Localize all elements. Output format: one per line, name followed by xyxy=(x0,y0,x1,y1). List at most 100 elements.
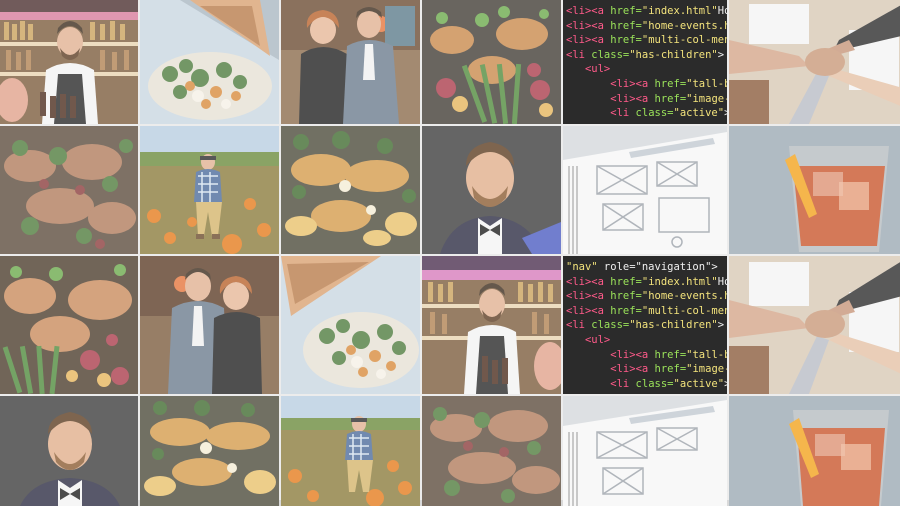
code-token: <li> xyxy=(566,304,592,317)
code-line: <li><a href="multi-col-menu xyxy=(566,304,727,319)
code-token: href= xyxy=(648,363,687,376)
code-token: > xyxy=(724,378,727,390)
code-token: Ho xyxy=(717,5,727,17)
code-token: > xyxy=(724,107,727,119)
code-line: "nav" role="navigation"> xyxy=(566,260,727,275)
squash-dish-photo-2 xyxy=(140,396,279,506)
couple-photo-2 xyxy=(140,256,279,394)
html-code-snippet-2: "nav" role="navigation"> <li><a href="ind… xyxy=(563,256,727,394)
code-token: "active" xyxy=(673,377,725,390)
roast-chicken-photo xyxy=(0,256,138,394)
code-line: <li><a href="multi-col-menu xyxy=(566,33,727,48)
code-token xyxy=(566,363,610,375)
code-token: "has-children" xyxy=(629,48,718,61)
team-hands-photo xyxy=(729,0,900,124)
code-token: <a xyxy=(591,19,604,32)
code-token xyxy=(566,93,610,105)
code-token: <li> xyxy=(610,348,636,361)
roast-vegetables-photo xyxy=(422,0,561,124)
code-token xyxy=(566,349,610,361)
code-token: href= xyxy=(648,348,687,361)
code-line: <ul> xyxy=(566,333,727,348)
code-token: href= xyxy=(648,77,687,90)
code-token: <li> xyxy=(566,19,592,32)
code-token: class= xyxy=(629,107,674,120)
code-token: href= xyxy=(603,19,642,32)
code-token: role="navigation"> xyxy=(597,261,718,273)
code-token: "home-events.ht xyxy=(641,290,727,303)
portrait-man-bowtie-photo xyxy=(422,126,561,254)
code-token: <a xyxy=(591,304,604,317)
code-token: <li xyxy=(610,377,630,390)
code-line: <li><a href="image- xyxy=(566,362,727,377)
code-token: <li xyxy=(566,48,585,61)
code-token xyxy=(566,63,585,75)
code-token: "tall-b xyxy=(686,77,727,90)
code-token: "multi-col-menu xyxy=(641,304,727,317)
code-token: class= xyxy=(584,48,630,61)
code-token: class= xyxy=(584,319,630,332)
code-token: href= xyxy=(648,92,687,105)
bartender-photo-2 xyxy=(422,256,561,394)
code-token: <a xyxy=(635,348,649,361)
grilled-meat-photo xyxy=(0,126,138,254)
code-line: <ul> xyxy=(566,62,727,77)
wireframe-sketch-photo xyxy=(563,126,727,254)
code-token: href= xyxy=(603,34,642,47)
code-tile-top: <li><a href="index.html"Ho<li><a href="h… xyxy=(563,0,727,124)
code-line: <li><a href="home-events.ht xyxy=(566,19,727,34)
code-token: <li> xyxy=(566,34,592,47)
team-hands-photo-2 xyxy=(729,256,900,394)
code-token: > xyxy=(717,48,725,61)
code-token: "index.html" xyxy=(641,275,718,288)
code-token xyxy=(566,78,610,90)
code-token: <li> xyxy=(566,275,592,288)
pumpkin-field-photo xyxy=(140,126,279,254)
squash-dish-photo xyxy=(281,126,420,254)
code-token: "index.html" xyxy=(641,5,718,17)
code-line: <li><a href="tall-b xyxy=(566,348,727,363)
code-token: class= xyxy=(629,377,674,390)
code-token: <li xyxy=(566,319,585,332)
code-token: <ul> xyxy=(584,333,611,346)
code-token: <a xyxy=(635,363,649,376)
code-token xyxy=(566,107,610,119)
sandwich-salad-photo-2 xyxy=(281,256,420,394)
html-code-snippet: <li><a href="index.html"Ho<li><a href="h… xyxy=(563,0,727,124)
code-line: <li class="active"> xyxy=(566,106,727,121)
code-token: <a xyxy=(635,77,649,90)
code-token: > xyxy=(717,319,725,332)
code-token xyxy=(566,378,610,390)
code-token: "active" xyxy=(673,107,725,120)
code-token: "image- xyxy=(686,363,727,376)
wireframe-sketch-photo-2 xyxy=(563,396,727,506)
couple-photo xyxy=(281,0,420,124)
code-token: "nav" xyxy=(566,261,598,273)
code-token: href= xyxy=(603,304,642,317)
bartender-photo xyxy=(0,0,138,124)
code-line: <li><a href="index.html"Ho xyxy=(566,4,727,19)
code-line: <li class="has-children"> xyxy=(566,48,727,63)
code-token: Ho xyxy=(717,275,727,288)
code-token: <li> xyxy=(610,92,636,105)
code-line: <li><a href="image- xyxy=(566,92,727,107)
code-token: <li> xyxy=(610,363,636,376)
code-token xyxy=(566,334,585,346)
sandwich-salad-photo xyxy=(140,0,279,124)
code-token: <li> xyxy=(610,77,636,90)
code-token: <a xyxy=(591,290,604,303)
code-token: <a xyxy=(591,275,604,288)
code-line: <li class="active"> xyxy=(566,377,727,392)
code-line: <li class="has-children"> xyxy=(566,318,727,333)
code-token: "tall-b xyxy=(686,348,727,361)
code-tile-bottom: "nav" role="navigation"> <li><a href="ind… xyxy=(563,256,727,394)
cocktail-glass-photo xyxy=(729,126,900,254)
code-token: "multi-col-menu xyxy=(641,34,727,47)
code-token: <a xyxy=(635,92,649,105)
code-token: href= xyxy=(603,290,642,303)
code-token: "image- xyxy=(686,92,727,105)
grilled-meat-photo-2 xyxy=(422,396,561,506)
code-token: <ul> xyxy=(584,63,611,76)
portrait-man-bowtie-photo-2 xyxy=(0,396,138,506)
